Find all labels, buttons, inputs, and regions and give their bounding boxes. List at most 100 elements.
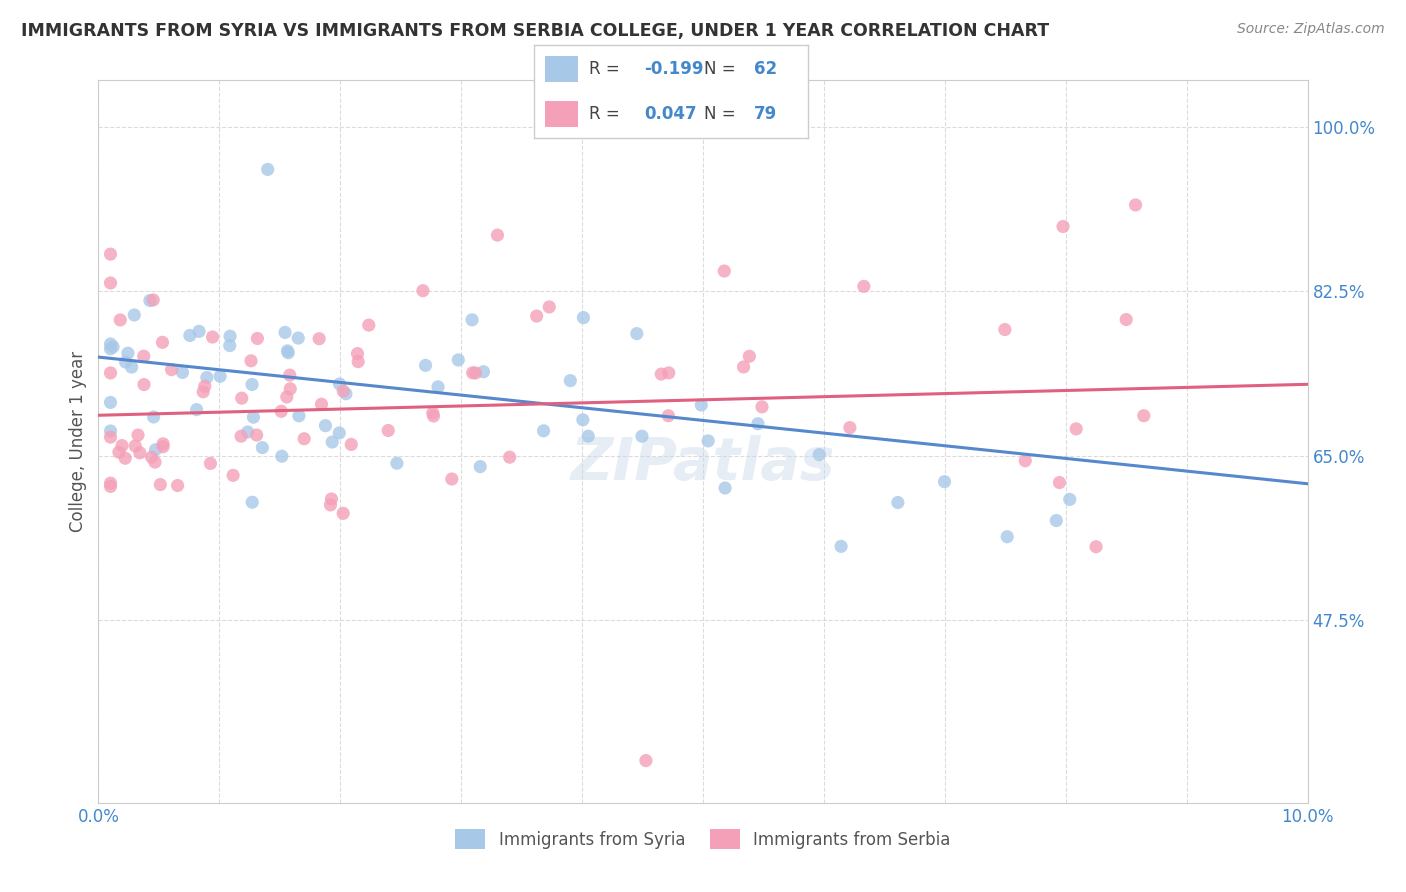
Point: [1059, 492, 1081, 507]
Point: [526, 309, 548, 323]
Point: [486, 228, 509, 243]
Legend: Immigrants from Syria, Immigrants from Serbia: Immigrants from Syria, Immigrants from S…: [449, 822, 957, 856]
Point: [186, 402, 208, 417]
Point: [332, 384, 354, 398]
Point: [100, 366, 122, 380]
Point: [246, 331, 269, 345]
Point: [172, 366, 194, 380]
Point: [499, 450, 522, 465]
Point: [209, 369, 232, 384]
Point: [461, 313, 484, 327]
Point: [222, 468, 245, 483]
Point: [274, 326, 297, 340]
Point: [321, 435, 343, 450]
Point: [1045, 514, 1067, 528]
Point: [657, 409, 679, 423]
Text: 62: 62: [754, 60, 776, 78]
Bar: [546, 56, 578, 82]
Point: [200, 457, 222, 471]
Point: [101, 340, 124, 354]
Point: [139, 293, 162, 308]
Point: [377, 424, 399, 438]
Point: [576, 429, 599, 443]
Point: [278, 368, 301, 383]
Point: [117, 346, 139, 360]
Point: [995, 530, 1018, 544]
Point: [219, 329, 242, 343]
Point: [188, 324, 211, 338]
Point: [1133, 409, 1156, 423]
Point: [385, 456, 408, 470]
Point: [121, 360, 143, 375]
Point: [240, 377, 263, 392]
Point: [714, 481, 737, 495]
Point: [128, 446, 150, 460]
Point: [240, 495, 263, 509]
Point: [934, 475, 956, 489]
Point: [422, 409, 444, 423]
Point: [314, 418, 336, 433]
Text: Source: ZipAtlas.com: Source: ZipAtlas.com: [1237, 22, 1385, 37]
Point: [240, 353, 263, 368]
Point: [533, 424, 555, 438]
Point: [132, 377, 155, 392]
Text: R =: R =: [589, 105, 626, 123]
Point: [631, 429, 654, 443]
Point: [145, 442, 167, 457]
Point: [626, 326, 648, 341]
Point: [100, 476, 122, 491]
Point: [346, 346, 368, 360]
Point: [127, 428, 149, 442]
Point: [332, 507, 354, 521]
Point: [634, 754, 657, 768]
Y-axis label: College, Under 1 year: College, Under 1 year: [69, 351, 87, 533]
Point: [690, 398, 713, 412]
Point: [335, 386, 357, 401]
Point: [311, 397, 333, 411]
Text: N =: N =: [704, 105, 741, 123]
Point: [1014, 454, 1036, 468]
Point: [242, 410, 264, 425]
Point: [538, 300, 561, 314]
Point: [100, 342, 122, 356]
Point: [132, 349, 155, 363]
Point: [124, 308, 146, 322]
Point: [141, 450, 163, 465]
Point: [166, 478, 188, 492]
Point: [276, 343, 298, 358]
Text: N =: N =: [704, 60, 741, 78]
Point: [751, 400, 773, 414]
Point: [1085, 540, 1108, 554]
Point: [1115, 312, 1137, 326]
Point: [100, 337, 122, 351]
Point: [194, 379, 217, 393]
Point: [347, 354, 370, 368]
Point: [340, 437, 363, 451]
Point: [152, 335, 174, 350]
Point: [470, 459, 492, 474]
Point: [464, 366, 486, 380]
Text: IMMIGRANTS FROM SYRIA VS IMMIGRANTS FROM SERBIA COLLEGE, UNDER 1 YEAR CORRELATIO: IMMIGRANTS FROM SYRIA VS IMMIGRANTS FROM…: [21, 22, 1049, 40]
Point: [111, 439, 134, 453]
Point: [852, 279, 875, 293]
Point: [427, 380, 450, 394]
Point: [195, 370, 218, 384]
Point: [830, 540, 852, 554]
Point: [160, 362, 183, 376]
Point: [246, 428, 269, 442]
Point: [440, 472, 463, 486]
Point: [1064, 422, 1087, 436]
Point: [143, 455, 166, 469]
Text: R =: R =: [589, 60, 626, 78]
Point: [713, 264, 735, 278]
Point: [201, 330, 224, 344]
Point: [461, 366, 484, 380]
Point: [142, 409, 165, 424]
Point: [1125, 198, 1147, 212]
Point: [100, 430, 122, 444]
Point: [124, 439, 146, 453]
Point: [218, 338, 240, 352]
Point: [838, 420, 860, 434]
Point: [1049, 475, 1071, 490]
Point: [808, 448, 831, 462]
